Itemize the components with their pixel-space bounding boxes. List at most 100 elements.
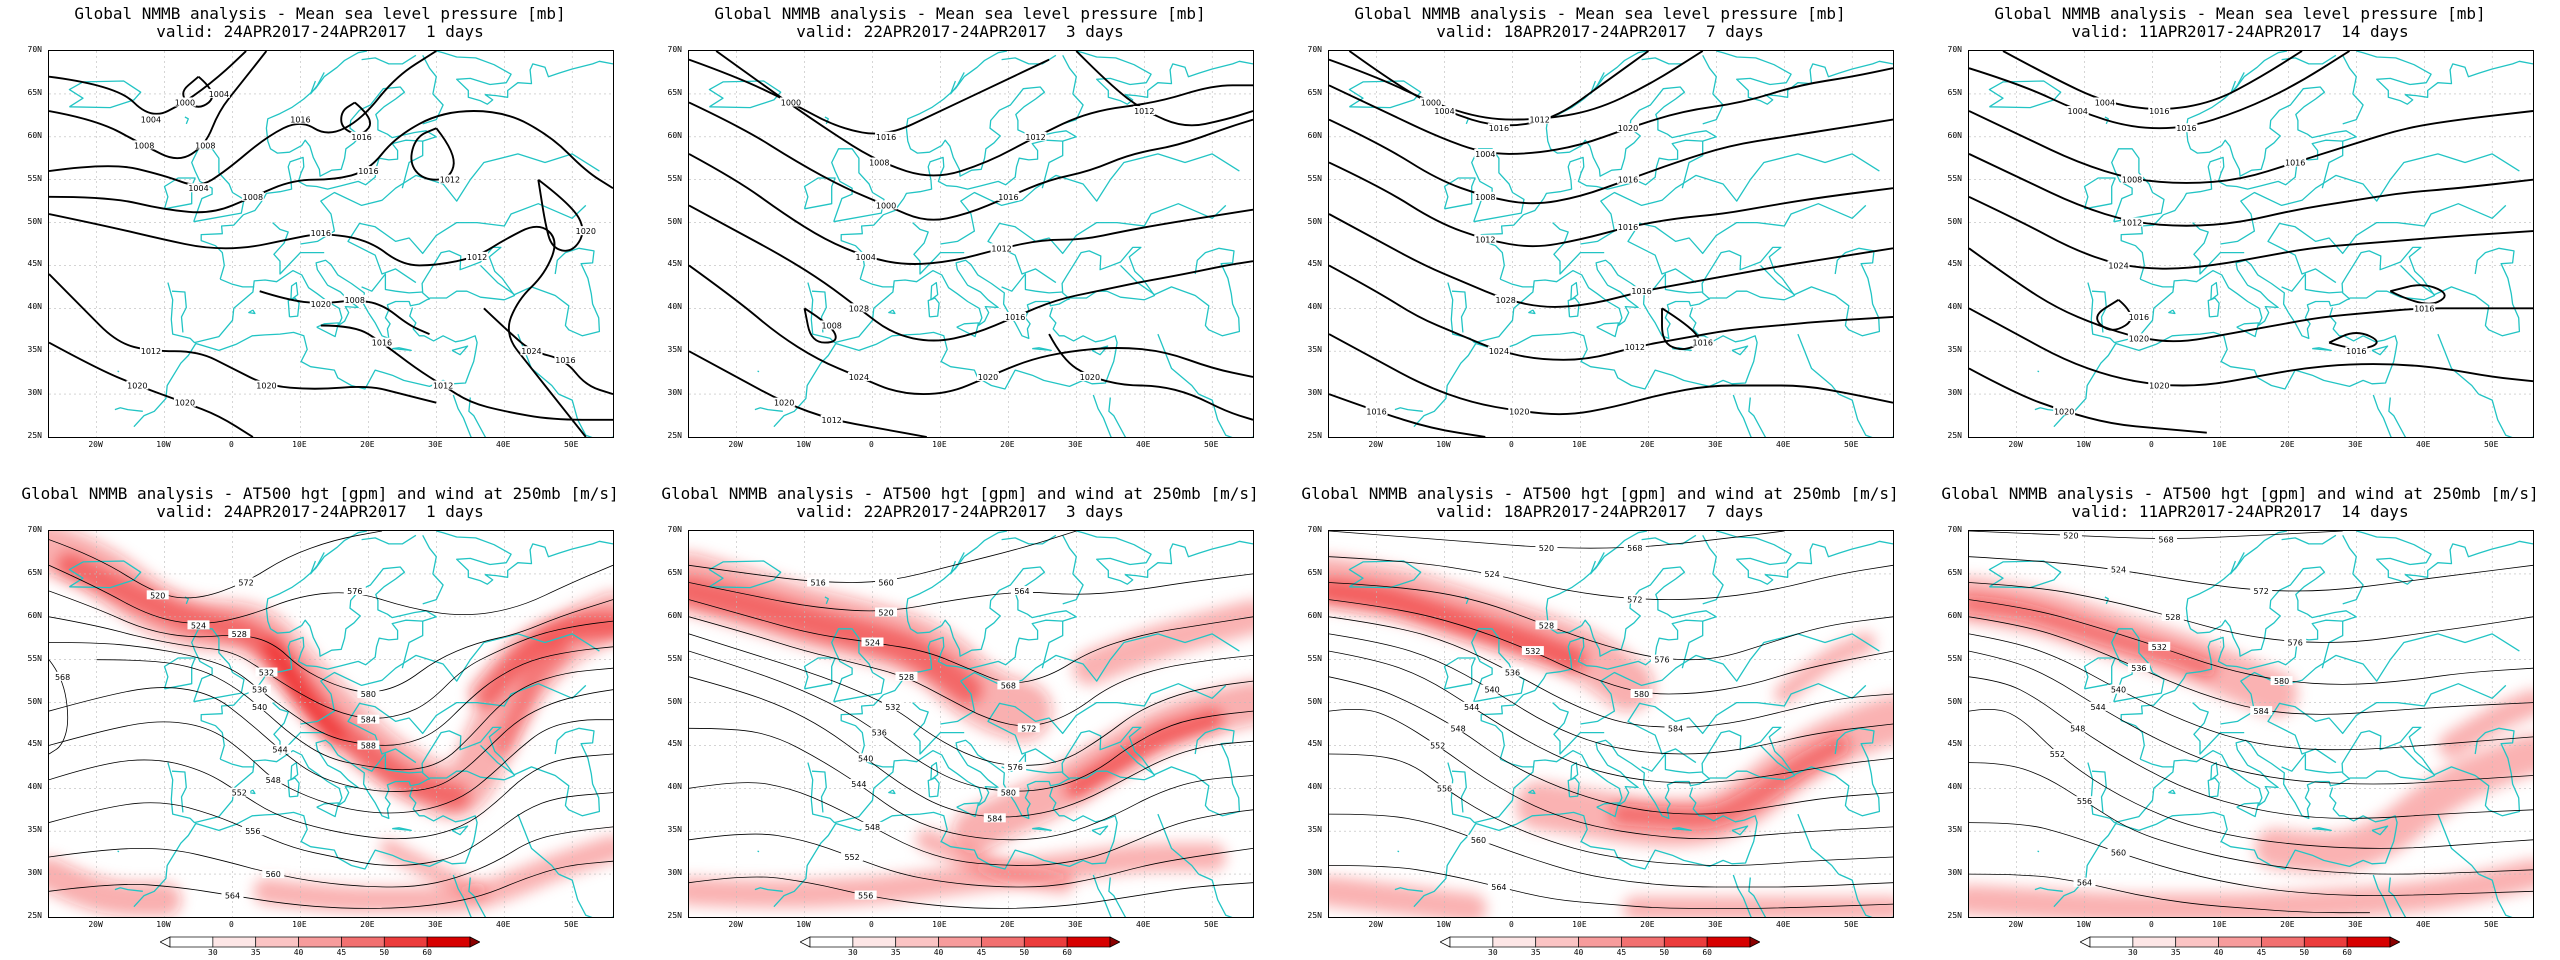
latitude-label: 70N bbox=[1947, 525, 1962, 534]
coastline bbox=[757, 370, 760, 373]
longitude-label: 40E bbox=[1776, 920, 1791, 929]
coastline bbox=[1120, 247, 1241, 337]
height-contour bbox=[1329, 813, 1893, 888]
map-plot: 520 524 528 532 536 540 544 548 552 556 560 564 568 5… bbox=[1329, 531, 1893, 917]
contour-label-bg bbox=[1481, 684, 1504, 694]
height-contour bbox=[49, 616, 613, 719]
isobar bbox=[49, 51, 268, 160]
height-contour bbox=[1969, 873, 2370, 914]
jet-streak bbox=[1329, 876, 1487, 917]
longitude-label: 40E bbox=[2416, 920, 2431, 929]
coastline bbox=[1838, 393, 1893, 437]
coastline bbox=[1499, 278, 1535, 288]
coastline bbox=[2207, 297, 2220, 318]
coastline bbox=[1570, 761, 1579, 781]
latitude-label: 50N bbox=[1947, 696, 1962, 706]
contour-label-bg bbox=[1447, 723, 1470, 733]
longitude-label: 10W bbox=[156, 920, 171, 929]
longitude-label: 0 bbox=[1509, 440, 1514, 449]
coastline bbox=[2083, 177, 2116, 210]
colorbar-label: 40 bbox=[2213, 948, 2224, 957]
longitude-label: 0 bbox=[869, 920, 874, 929]
colorbar-label: 40 bbox=[1573, 948, 1584, 957]
contour-label-bg bbox=[133, 140, 156, 150]
isobar bbox=[689, 350, 927, 437]
contour-label-bg bbox=[1501, 667, 1524, 677]
contour-label-bg bbox=[2127, 311, 2150, 321]
isobar bbox=[689, 58, 1050, 135]
longitude-label: 50E bbox=[1203, 920, 1219, 929]
isobar bbox=[689, 101, 1253, 221]
wind-speed-colorbar: 30 35 40 45 50 60 bbox=[1440, 936, 1760, 957]
contour-label-bg bbox=[868, 727, 891, 737]
contour-label-bg bbox=[146, 590, 169, 600]
coastline bbox=[2281, 753, 2343, 774]
coastline bbox=[517, 813, 560, 875]
contour-label-bg bbox=[1630, 688, 1653, 698]
graticule bbox=[49, 51, 613, 437]
coastline bbox=[1413, 787, 1758, 908]
contour-label: 584 bbox=[361, 716, 376, 725]
contour-label-bg bbox=[432, 380, 455, 390]
coastline bbox=[912, 222, 965, 275]
contour-label: 540 bbox=[1484, 686, 1499, 695]
colorbar-label: 35 bbox=[2170, 948, 2181, 957]
latitude-label: 55N bbox=[1947, 173, 1962, 183]
wind-speed-shading bbox=[49, 531, 613, 917]
contour-label-bg bbox=[343, 586, 366, 596]
coastline bbox=[2372, 874, 2392, 917]
latitude-label: 30N bbox=[1307, 868, 1322, 878]
coastline bbox=[2104, 596, 2109, 605]
latitude-label: 50N bbox=[27, 696, 42, 706]
longitude-label: 50E bbox=[563, 440, 579, 449]
contour-label: 1024 bbox=[1489, 347, 1509, 356]
contour-label: 564 bbox=[1014, 587, 1029, 596]
colorbar-label: 30 bbox=[2128, 948, 2138, 957]
isobar bbox=[1661, 307, 1700, 350]
latitude-label: 30N bbox=[1947, 388, 1962, 398]
longitude-label: 20E bbox=[360, 440, 375, 449]
longitude-label: 50E bbox=[1843, 920, 1859, 929]
contour-label-bg bbox=[1630, 286, 1653, 296]
coastline bbox=[2371, 345, 2389, 356]
map-area: 520 524 528 532 536 540 544 548 552 556 560 564 568 5… bbox=[1328, 530, 1894, 918]
contour-label: 1016 bbox=[2346, 347, 2366, 356]
colorbar-bin bbox=[255, 936, 299, 948]
coastline bbox=[1672, 827, 1692, 832]
latitude-label: 50N bbox=[1947, 216, 1962, 226]
contour-label-bg bbox=[1535, 620, 1558, 630]
isobar bbox=[1329, 118, 1893, 205]
contour-label-bg bbox=[248, 701, 271, 711]
contour-label: 564 bbox=[1491, 883, 1506, 892]
contour-label-bg bbox=[2127, 663, 2150, 673]
coastline bbox=[940, 633, 1240, 725]
panel-title: Global NMMB analysis - Mean sea level pr… bbox=[1354, 4, 1846, 23]
longitude-label: 20E bbox=[2280, 920, 2295, 929]
longitude-label: 50E bbox=[1843, 440, 1859, 449]
contour-label: 1016 bbox=[358, 167, 378, 176]
coastline bbox=[2037, 370, 2040, 373]
contour-label-bg bbox=[854, 890, 877, 900]
contour-label: 568 bbox=[1627, 544, 1642, 553]
contour-label: 1020 bbox=[2054, 407, 2074, 416]
colorbar-bin bbox=[1663, 936, 1708, 948]
panel-valid-period: valid: 11APR2017-24APR2017 14 days bbox=[2071, 502, 2409, 521]
height-contours: 520 524 528 532 536 540 544 548 552 556 560 564 568 5… bbox=[1969, 531, 2533, 914]
coastline bbox=[1157, 813, 1200, 875]
height-contour bbox=[49, 564, 613, 624]
contour-label: 588 bbox=[361, 741, 376, 750]
contour-label: 1028 bbox=[849, 304, 869, 313]
height-contour bbox=[49, 590, 613, 693]
longitude-label: 20W bbox=[2008, 440, 2023, 449]
coastline bbox=[1092, 874, 1112, 917]
panel-title: Global NMMB analysis - AT500 hgt [gpm] a… bbox=[661, 484, 1259, 503]
contour-label-bg bbox=[357, 688, 380, 698]
coastline bbox=[2281, 273, 2343, 294]
coastline bbox=[811, 770, 827, 813]
contour-label-bg bbox=[2148, 106, 2171, 116]
height-contour bbox=[689, 727, 1253, 841]
colorbar-bin bbox=[2218, 936, 2262, 948]
longitude-label: 10W bbox=[1436, 440, 1451, 449]
contour-label: 536 bbox=[1505, 669, 1520, 678]
contour-label: 1004 bbox=[2095, 98, 2115, 107]
